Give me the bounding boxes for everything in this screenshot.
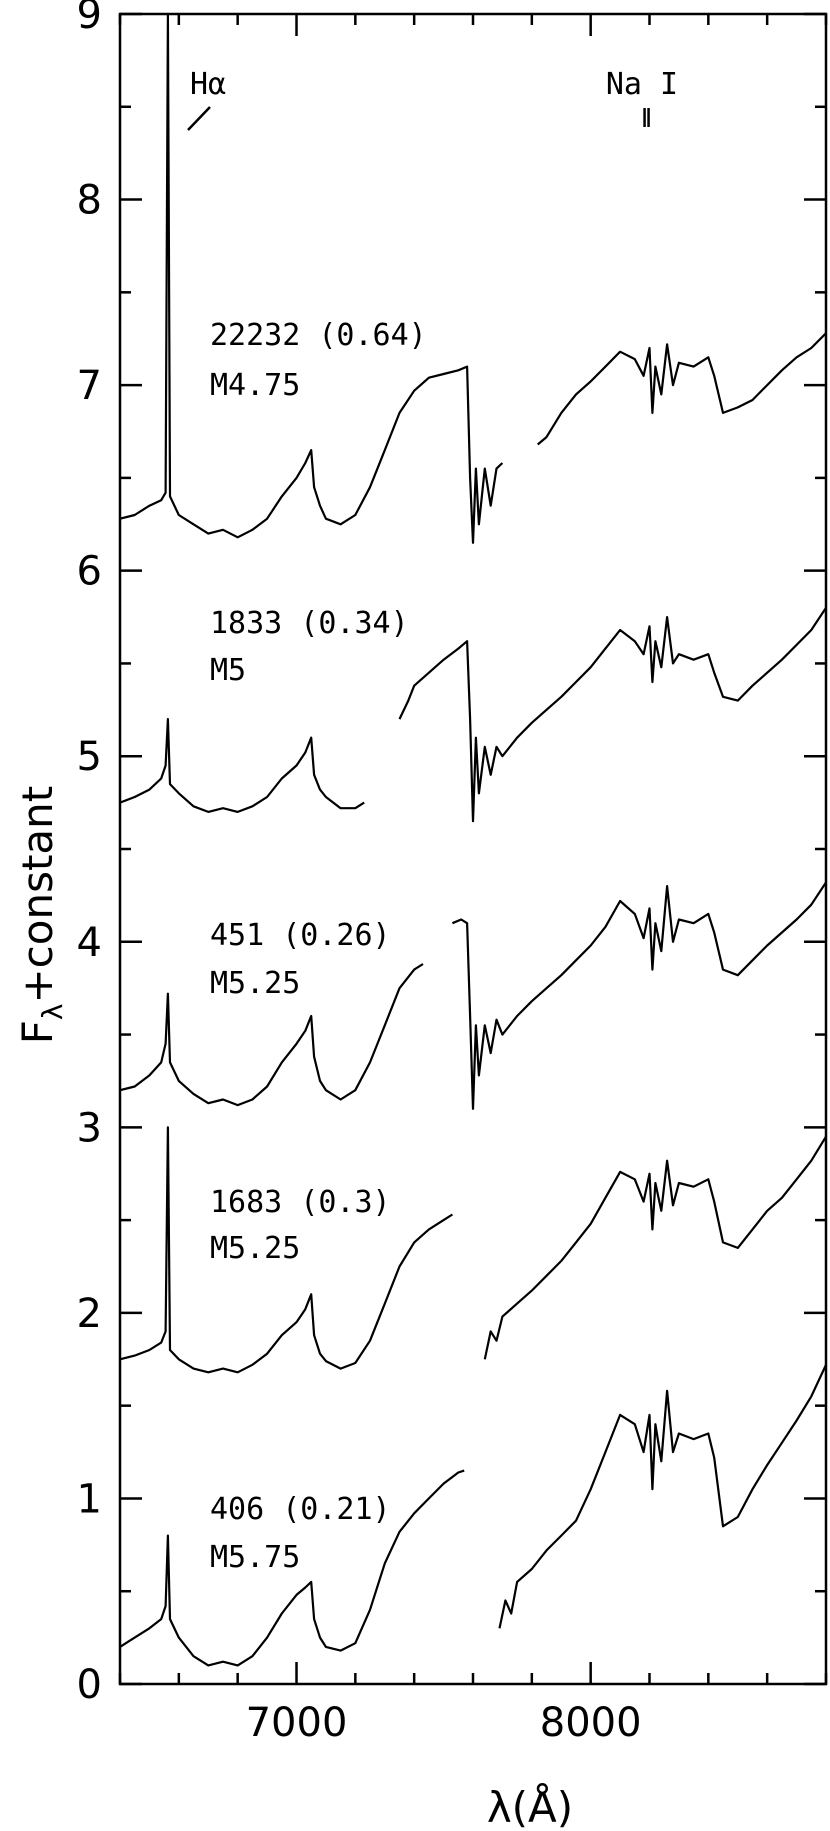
na-i-label: Na I: [606, 67, 678, 102]
x-axis-label: λ(Å): [487, 1782, 573, 1831]
y-tick-label: 7: [77, 363, 102, 409]
series-label: 451 (0.26): [210, 918, 391, 953]
spectrum-line: [451, 881, 827, 1110]
y-tick-label: 0: [77, 1662, 102, 1708]
y-axis-label-rest: +constant: [13, 786, 62, 1004]
spectrum-line: [398, 607, 827, 823]
x-tick-label: 8000: [540, 1700, 642, 1746]
y-tick-label: 2: [77, 1291, 102, 1337]
spectral-type-label: M5.75: [210, 1540, 300, 1575]
spectra-lines: [119, 12, 827, 1667]
spectrum-line: [536, 332, 827, 446]
y-tick-label: 3: [77, 1105, 102, 1151]
spectrum-line: [119, 963, 424, 1107]
spectral-type-label: M4.75: [210, 368, 300, 403]
y-tick-label: 6: [77, 549, 102, 595]
y-axis-label: Fλ+constant: [13, 786, 69, 1045]
y-tick-label: 1: [77, 1476, 102, 1522]
h-alpha-marker: [187, 106, 211, 131]
spectral-type-label: M5: [210, 653, 246, 688]
series-label: 22232 (0.64): [210, 318, 427, 353]
h-alpha-label: Hα: [190, 67, 226, 102]
spectrum-line: [119, 12, 504, 544]
y-tick-label: 9: [77, 0, 102, 38]
spectrum-line: [119, 1469, 465, 1667]
series-label: 406 (0.21): [210, 1492, 391, 1527]
spectrum-line: [119, 718, 365, 813]
spectrum-line: [483, 1136, 827, 1360]
series-annotations: 22232 (0.64) M4.75 1833 (0.34) M5 451 (0.26)…: [187, 67, 678, 1575]
spectral-type-label: M5.25: [210, 966, 300, 1001]
y-axis-label-main: F: [13, 1020, 62, 1044]
series-label: 1833 (0.34): [210, 606, 409, 641]
y-tick-label: 4: [77, 920, 102, 966]
x-tick-label: 7000: [246, 1700, 348, 1746]
y-axis-label-subscript: λ: [36, 1004, 69, 1021]
spectral-type-label: M5.25: [210, 1231, 300, 1266]
y-tick-label: 8: [77, 178, 102, 224]
plot-frame: [118, 12, 828, 1686]
spectrum-line: [119, 1126, 453, 1374]
series-label: 1683 (0.3): [210, 1185, 391, 1220]
y-tick-label: 5: [77, 734, 102, 780]
spectrum-line: [498, 1364, 827, 1629]
axis-ticks: 0 1 2 3 4 5 6 7 8 9 7000 8000: [77, 0, 828, 1746]
